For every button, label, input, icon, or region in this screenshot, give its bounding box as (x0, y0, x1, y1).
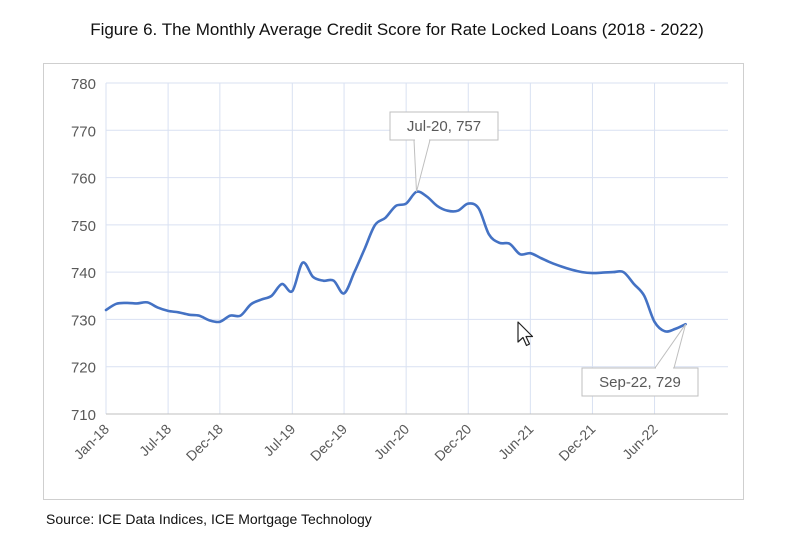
x-tick-label: Dec-20 (431, 421, 474, 464)
x-tick-label: Jul-18 (136, 421, 174, 459)
mouse-pointer-icon (517, 321, 534, 347)
y-tick-label: 760 (71, 171, 96, 188)
x-tick-label: Jun-21 (495, 421, 537, 463)
y-tick-label: 780 (71, 76, 96, 93)
x-tick-label: Dec-21 (555, 421, 598, 464)
credit-score-series-line (104, 190, 687, 333)
chart-area: 710 720 730 740 750 760 770 780 Jan-18 Jul-18 Dec-… (43, 63, 744, 500)
annotation-label: Jul-20, 757 (407, 118, 481, 135)
y-tick-label: 720 (71, 360, 96, 377)
callout-box (389, 111, 499, 141)
source-note: Source: ICE Data Indices, ICE Mortgage T… (46, 511, 372, 527)
x-tick-label: Jun-22 (619, 421, 661, 463)
figure-title: Figure 6. The Monthly Average Credit Sco… (90, 20, 704, 39)
x-tick-label: Jan-18 (71, 421, 113, 463)
y-tick-label: 750 (71, 218, 96, 235)
y-tick-label: 710 (71, 407, 96, 424)
x-tick-label: Dec-19 (307, 421, 350, 464)
x-tick-label: Dec-18 (183, 421, 226, 464)
y-tick-label: 730 (71, 312, 96, 329)
callout-pointer (413, 139, 431, 192)
y-tick-label: 770 (71, 123, 96, 140)
y-tick-label: 740 (71, 265, 96, 282)
x-tick-label: Jun-20 (371, 421, 413, 463)
annotation-label: Sep-22, 729 (599, 374, 681, 391)
callout-box (581, 367, 699, 397)
x-tick-label: Jul-19 (260, 421, 298, 459)
